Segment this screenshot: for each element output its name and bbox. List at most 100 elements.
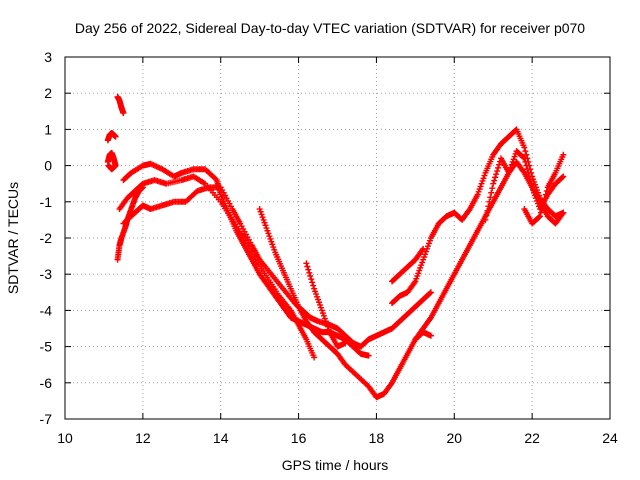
data-point (538, 206, 545, 213)
data-point (427, 289, 434, 296)
data-point (527, 177, 534, 184)
data-point (559, 174, 566, 181)
data-point (524, 166, 531, 173)
data-point (542, 191, 549, 198)
data-point (523, 162, 530, 169)
data-point (105, 162, 112, 169)
data-point (537, 209, 544, 216)
data-point (307, 273, 314, 280)
series-track-a (104, 130, 119, 144)
data-point (120, 110, 127, 117)
series-track-f (116, 173, 318, 361)
data-point (418, 262, 425, 269)
data-point (271, 246, 278, 253)
x-axis-ticks: 10 12 14 16 18 20 22 24 (57, 57, 618, 446)
data-point (525, 169, 532, 176)
data-point (263, 225, 270, 232)
data-point (482, 216, 489, 223)
data-point (427, 332, 434, 339)
series-track-g (120, 184, 434, 350)
data-point (261, 219, 268, 226)
data-point (484, 207, 491, 214)
series-track-n (521, 151, 567, 227)
data-point (320, 312, 327, 319)
data-point (267, 235, 274, 242)
x-tick-label: 22 (524, 430, 540, 446)
y-tick-label: -3 (40, 266, 53, 282)
data-point (317, 304, 324, 311)
data-point (522, 148, 529, 155)
data-point (421, 254, 428, 261)
data-point (541, 195, 548, 202)
data-point (491, 177, 498, 184)
data-point (492, 174, 499, 181)
data-point (258, 211, 265, 218)
data-point (506, 167, 513, 174)
data-point (532, 181, 539, 188)
data-point (531, 189, 538, 196)
plot-points (104, 93, 567, 401)
x-tick-label: 12 (135, 430, 151, 446)
data-point (528, 180, 535, 187)
data-point (426, 237, 433, 244)
data-point (412, 278, 419, 285)
data-point (523, 151, 530, 158)
data-point (520, 154, 527, 161)
data-point (522, 158, 529, 165)
data-point (485, 203, 492, 210)
x-tick-label: 24 (602, 430, 618, 446)
data-point (417, 264, 424, 271)
series-track-c (114, 93, 127, 117)
data-point (321, 315, 328, 322)
data-point (308, 276, 315, 283)
data-point (304, 263, 311, 270)
y-tick-label: -4 (40, 302, 53, 318)
data-point (510, 156, 517, 163)
data-point (494, 168, 501, 175)
data-point (505, 169, 512, 176)
data-point (323, 320, 330, 327)
data-point (495, 164, 502, 171)
data-point (474, 191, 481, 198)
series-track-l (412, 329, 434, 343)
y-tick-label: -7 (40, 411, 53, 427)
series-track-d (114, 184, 146, 263)
series-track-j (389, 245, 427, 285)
data-point (303, 260, 310, 267)
series-track-h (256, 158, 567, 401)
data-point (325, 326, 332, 333)
y-tick-label: 3 (44, 49, 52, 65)
y-tick-label: -6 (40, 375, 53, 391)
data-point (322, 318, 329, 325)
data-point (480, 175, 487, 182)
data-point (526, 173, 533, 180)
data-point (479, 177, 486, 184)
data-point (311, 285, 318, 292)
data-point (269, 241, 276, 248)
data-point (543, 187, 550, 194)
data-point (539, 202, 546, 209)
data-point (533, 195, 540, 202)
data-point (425, 243, 432, 250)
data-point (266, 233, 273, 240)
data-point (270, 244, 277, 251)
x-tick-label: 20 (446, 430, 462, 446)
data-point (419, 259, 426, 266)
data-point (319, 310, 326, 317)
data-point (488, 189, 495, 196)
data-point (534, 197, 541, 204)
data-point (540, 198, 547, 205)
data-point (489, 185, 496, 192)
data-point (426, 290, 433, 297)
data-point (314, 293, 321, 300)
data-point (475, 188, 482, 195)
grid (65, 57, 610, 419)
chart-title: Day 256 of 2022, Sidereal Day-to-day VTE… (75, 20, 585, 36)
data-point (342, 339, 349, 346)
data-point (311, 354, 318, 361)
data-point (478, 180, 485, 187)
data-point (511, 153, 518, 160)
data-point (507, 164, 514, 171)
data-point (257, 208, 264, 215)
